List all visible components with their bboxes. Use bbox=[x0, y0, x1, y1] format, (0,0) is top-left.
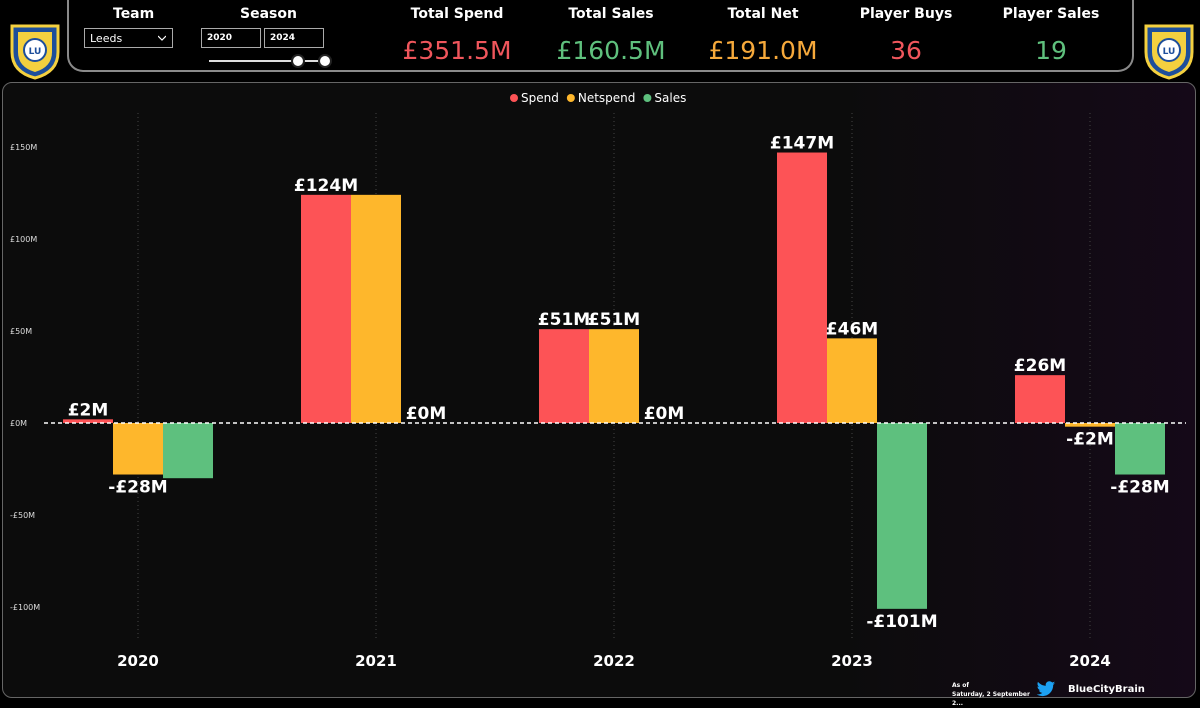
data-label: £0M bbox=[406, 404, 447, 424]
x-tick-label: 2024 bbox=[1069, 652, 1111, 670]
bar-netspend-2021 bbox=[351, 194, 401, 423]
twitter-icon bbox=[1036, 681, 1056, 697]
kpi-total-net: Total Net £191.0M bbox=[688, 6, 838, 65]
data-label: £2M bbox=[68, 400, 109, 420]
data-label: -£2M bbox=[1066, 430, 1114, 450]
bar-netspend-2020 bbox=[113, 423, 163, 475]
y-tick-label: £0M bbox=[10, 419, 27, 428]
kpi-value: 36 bbox=[890, 36, 922, 65]
kpi-label: Total Spend bbox=[410, 6, 504, 22]
kpi-label: Total Sales bbox=[568, 6, 654, 22]
legend-marker bbox=[643, 94, 652, 102]
season-slider-track[interactable] bbox=[209, 60, 325, 62]
chevron-down-icon bbox=[158, 35, 166, 41]
bar-sales-2023 bbox=[877, 423, 927, 609]
kpi-label: Player Sales bbox=[1002, 6, 1100, 22]
kpi-player-buys: Player Buys 36 bbox=[831, 6, 981, 65]
kpi-value: £351.5M bbox=[402, 36, 512, 65]
leeds-crest-icon: LU bbox=[1144, 24, 1194, 80]
data-label: £26M bbox=[1014, 356, 1066, 376]
team-dropdown[interactable]: Leeds bbox=[84, 28, 173, 48]
brand-handle: BlueCityBrain bbox=[1068, 684, 1145, 695]
data-label: £147M bbox=[770, 134, 834, 154]
x-tick-label: 2022 bbox=[593, 652, 635, 670]
bar-spend-2022 bbox=[539, 329, 589, 423]
bar-netspend-2022 bbox=[589, 329, 639, 423]
y-tick-label: £150M bbox=[10, 143, 37, 152]
data-label: -£101M bbox=[866, 612, 937, 632]
y-tick-label: £100M bbox=[10, 235, 37, 244]
x-tick-label: 2021 bbox=[355, 652, 397, 670]
legend-marker bbox=[510, 94, 518, 102]
data-label: £51M bbox=[588, 310, 640, 330]
legend-label: Sales bbox=[654, 91, 686, 105]
x-tick-label: 2020 bbox=[117, 652, 159, 670]
bar-netspend-2024 bbox=[1065, 423, 1115, 427]
svg-text:LU: LU bbox=[1163, 47, 1176, 57]
data-label: -£28M bbox=[1110, 478, 1169, 498]
season-end-input[interactable]: 2024 bbox=[264, 28, 324, 48]
kpi-header: Team Leeds Season 2020 2024 Total Spend … bbox=[67, 0, 1134, 72]
bar-spend-2021 bbox=[301, 194, 351, 423]
bar-netspend-2023 bbox=[827, 338, 877, 423]
season-slider-start-handle[interactable] bbox=[291, 54, 305, 68]
data-label: £0M bbox=[644, 404, 685, 424]
bar-spend-2023 bbox=[777, 152, 827, 423]
kpi-total-sales: Total Sales £160.5M bbox=[536, 6, 686, 65]
team-filter-label: Team bbox=[113, 6, 155, 22]
x-tick-label: 2023 bbox=[831, 652, 873, 670]
svg-text:LU: LU bbox=[29, 47, 42, 57]
kpi-player-sales: Player Sales 19 bbox=[976, 6, 1126, 65]
kpi-value: 19 bbox=[1035, 36, 1067, 65]
bar-spend-2020 bbox=[63, 419, 113, 423]
as-of-date: Saturday, 2 September 2... bbox=[952, 691, 1030, 707]
data-label: £46M bbox=[826, 319, 878, 339]
season-slider-end-handle[interactable] bbox=[318, 54, 332, 68]
kpi-label: Total Net bbox=[727, 6, 799, 22]
leeds-crest-icon: LU bbox=[10, 24, 60, 80]
as-of-note: As of Saturday, 2 September 2... bbox=[952, 681, 1032, 708]
bar-spend-2024 bbox=[1015, 375, 1065, 423]
y-tick-label: -£50M bbox=[10, 511, 35, 520]
season-filter-label: Season bbox=[240, 6, 297, 22]
as-of-label: As of bbox=[952, 682, 970, 689]
kpi-label: Player Buys bbox=[859, 6, 953, 22]
y-tick-label: -£100M bbox=[10, 603, 40, 612]
y-tick-label: £50M bbox=[10, 327, 32, 336]
legend-label: Spend bbox=[521, 91, 559, 105]
data-label: -£28M bbox=[108, 478, 167, 498]
data-label: £51M bbox=[538, 310, 590, 330]
data-label: £124M bbox=[294, 176, 358, 196]
bar-sales-2024 bbox=[1115, 423, 1165, 475]
team-dropdown-value: Leeds bbox=[90, 32, 123, 45]
season-start-input[interactable]: 2020 bbox=[201, 28, 261, 48]
kpi-value: £160.5M bbox=[556, 36, 666, 65]
legend-marker bbox=[566, 94, 575, 102]
kpi-total-spend: Total Spend £351.5M bbox=[382, 6, 532, 65]
kpi-value: £191.0M bbox=[708, 36, 818, 65]
legend-label: Netspend bbox=[578, 91, 636, 105]
bar-sales-2020 bbox=[163, 423, 213, 479]
